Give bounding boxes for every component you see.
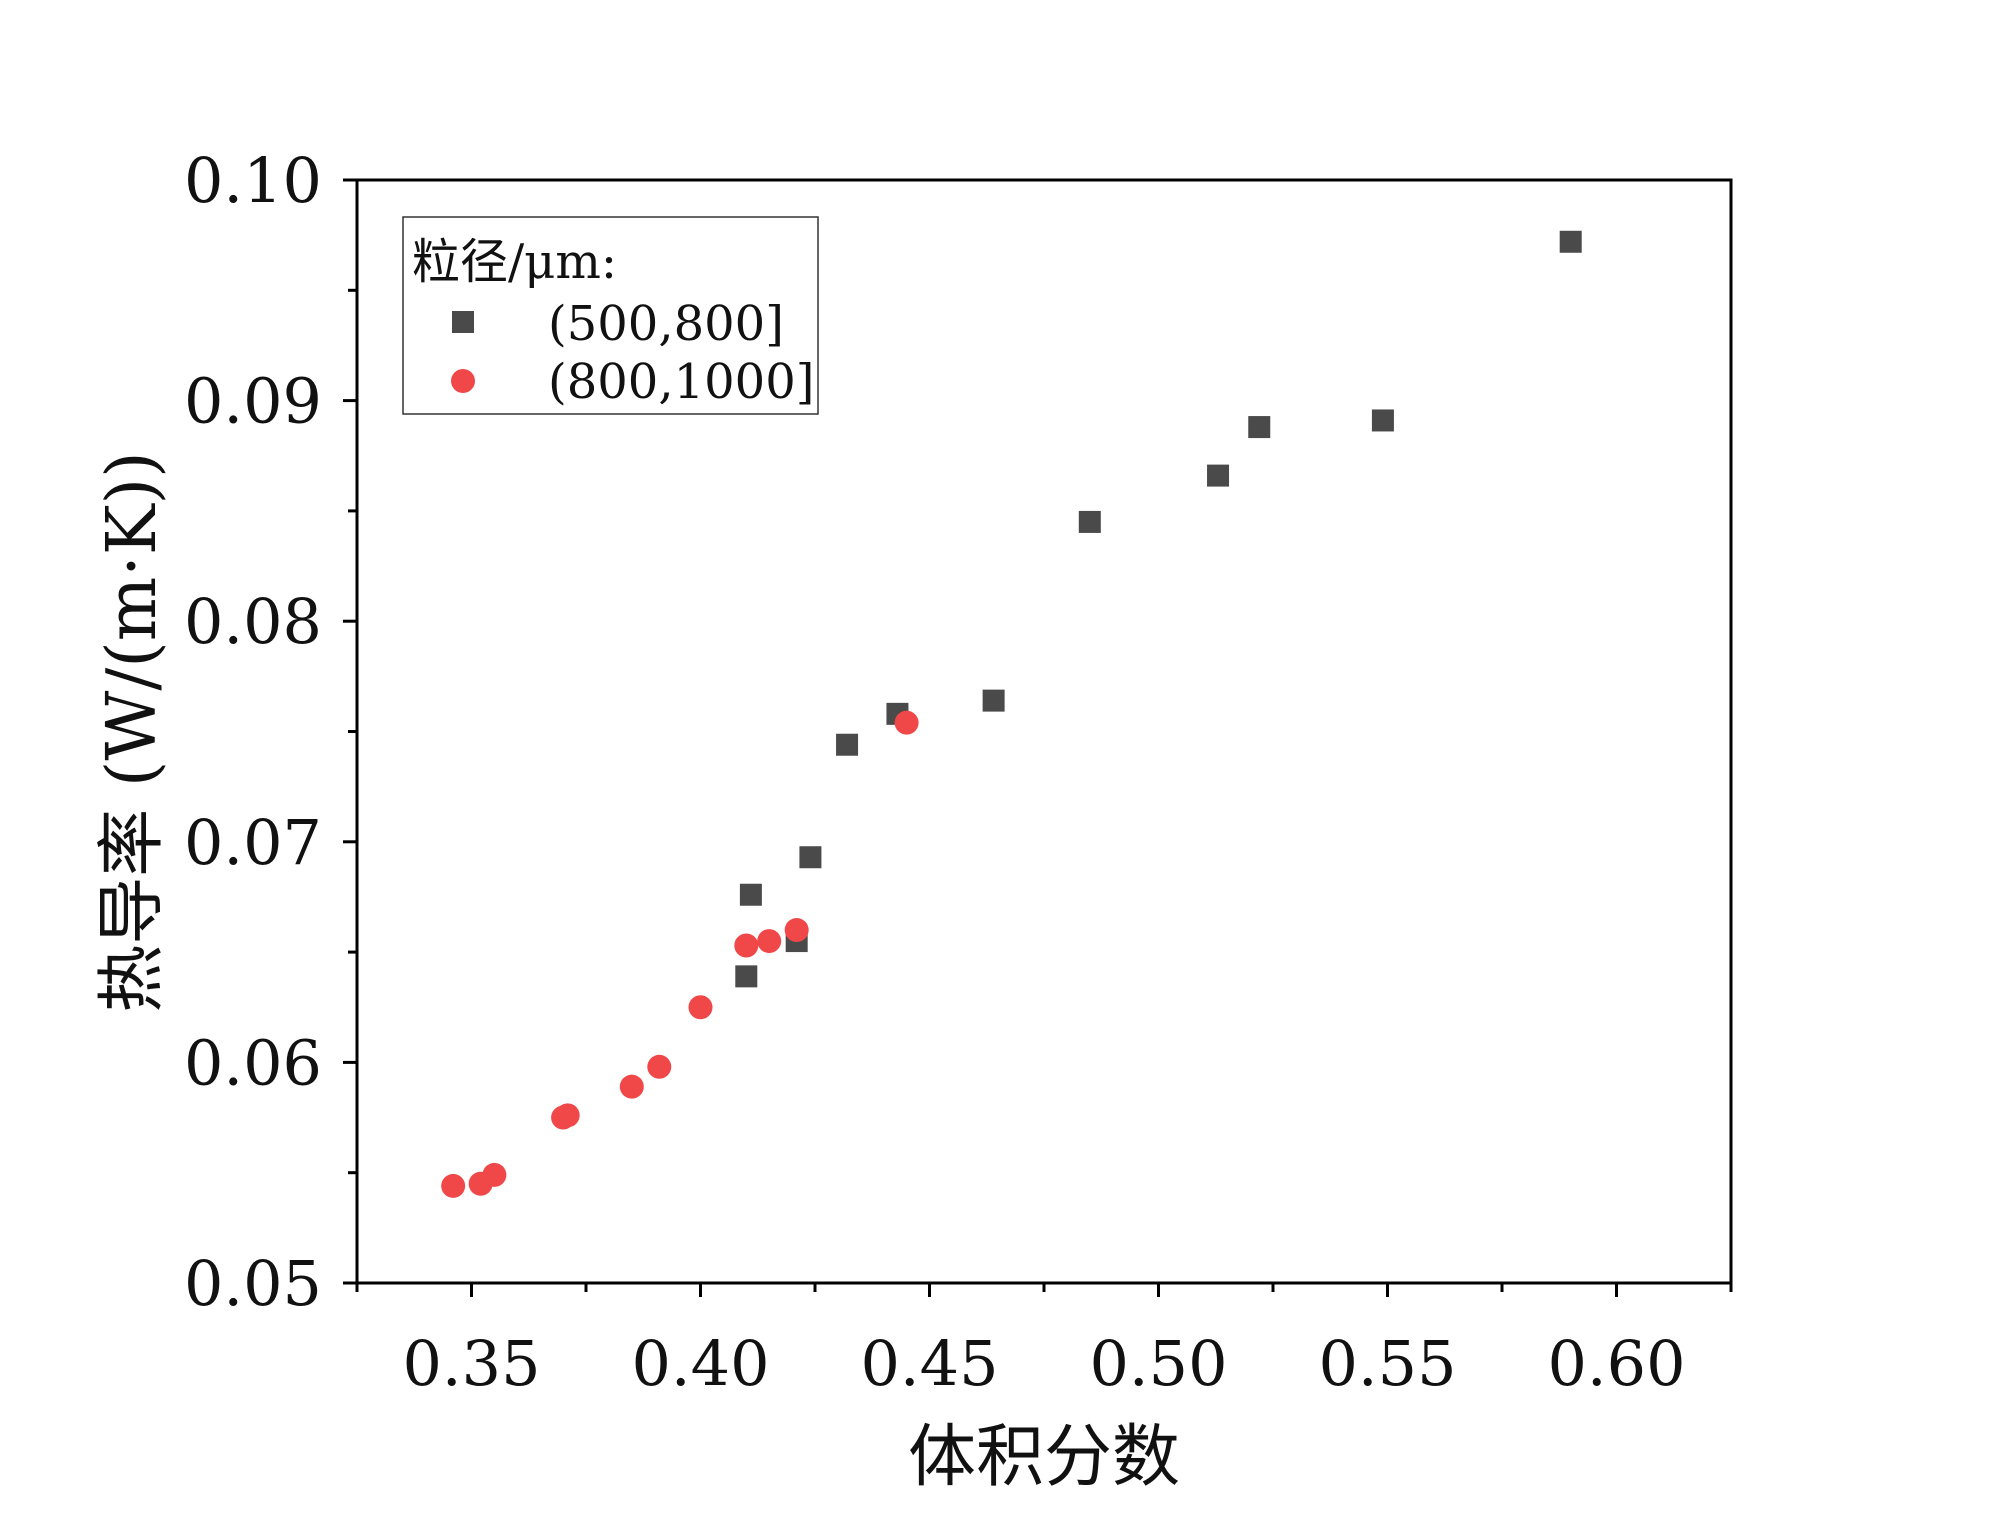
legend-label-series-2: (800,1000] — [548, 354, 814, 410]
y-tick-label: 0.08 — [184, 585, 322, 658]
y-tick-label: 0.07 — [184, 806, 322, 879]
legend: 粒径/μm: (500,800] (800,1000] — [402, 216, 819, 415]
data-point-circle — [647, 1054, 672, 1079]
y-tick-label: 0.10 — [184, 144, 322, 217]
legend-square-marker — [452, 311, 474, 333]
data-points — [441, 230, 1582, 1198]
data-point-square — [1207, 464, 1230, 487]
x-tick-label: 0.45 — [860, 1327, 998, 1400]
legend-circle-marker — [451, 369, 475, 393]
x-tick-label: 0.60 — [1547, 1327, 1685, 1400]
data-point-circle — [619, 1074, 644, 1099]
data-point-square — [982, 689, 1005, 712]
x-tick-label: 0.35 — [402, 1327, 540, 1400]
data-point-square — [1078, 510, 1101, 533]
x-tick-label: 0.55 — [1318, 1327, 1456, 1400]
data-point-circle — [441, 1173, 466, 1198]
y-axis: 0.05 0.06 0.07 0.08 0.09 0.10 — [184, 144, 357, 1320]
data-point-square — [735, 965, 758, 988]
data-point-circle — [482, 1162, 507, 1187]
y-tick-label: 0.09 — [184, 365, 322, 438]
data-point-circle — [734, 933, 759, 958]
data-point-circle — [757, 929, 782, 954]
data-point-square — [799, 846, 822, 869]
data-point-square — [1248, 416, 1271, 439]
data-point-circle — [894, 710, 919, 735]
data-point-circle — [784, 918, 809, 943]
data-point-circle — [555, 1103, 580, 1128]
y-tick-label: 0.05 — [184, 1247, 322, 1320]
data-point-square — [1559, 230, 1582, 253]
data-point-circle — [688, 995, 713, 1020]
data-point-square — [1371, 409, 1394, 432]
data-point-square — [739, 883, 762, 906]
legend-title: 粒径/μm: — [412, 234, 617, 290]
data-point-square — [836, 733, 859, 756]
x-tick-label: 0.50 — [1089, 1327, 1227, 1400]
x-axis-title: 体积分数 — [908, 1418, 1180, 1497]
y-tick-label: 0.06 — [184, 1026, 322, 1099]
x-axis: 0.35 0.40 0.45 0.50 0.55 0.60 — [355, 1283, 1733, 1400]
y-axis-title: 热导率 (W/(m·K)) — [93, 451, 172, 1012]
x-tick-label: 0.40 — [631, 1327, 769, 1400]
legend-label-series-1: (500,800] — [548, 296, 784, 352]
